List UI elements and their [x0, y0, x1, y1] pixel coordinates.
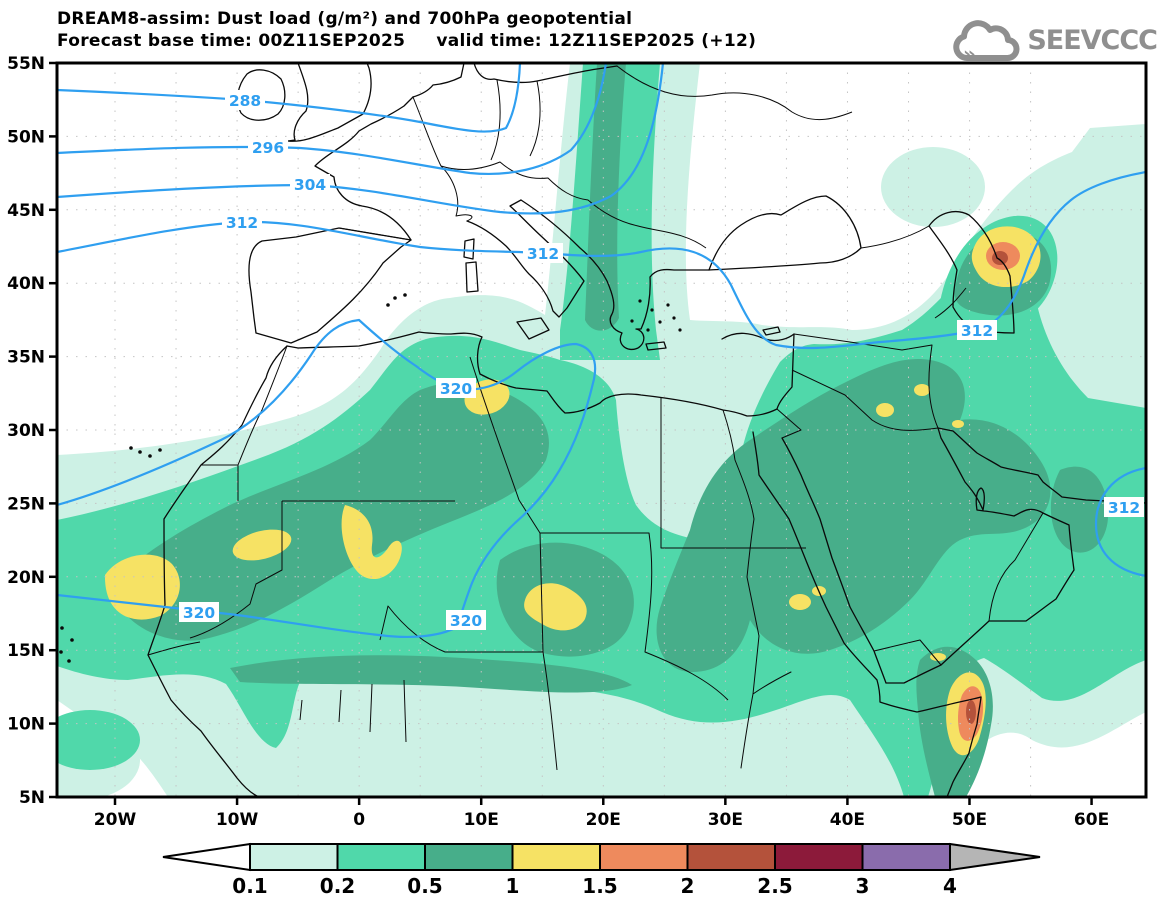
contour-labels: 288 296 304 312 312 312 312 320 320 320 [179, 90, 1144, 630]
lon-tick-label: 0 [353, 810, 365, 830]
contour-label-box [222, 212, 262, 232]
colorbar-tick-label: 1.5 [582, 874, 617, 898]
contour-label: 312 [527, 245, 559, 263]
colorbar-segment [861, 843, 951, 871]
contour-312 [57, 170, 1146, 350]
colorbar-tick-label: 2.5 [757, 874, 792, 898]
lon-tick-label: 10W [216, 810, 259, 830]
lat-tick-label: 55N [7, 54, 45, 74]
lat-tick-label: 10N [7, 715, 45, 735]
lat-tick-label: 35N [7, 348, 45, 368]
contour-label: 288 [229, 92, 261, 110]
colorbar-segment [599, 843, 689, 871]
colorbar-left-arrow [162, 842, 251, 872]
contour-label-box [248, 137, 288, 157]
latitude-axis: 55N 50N 45N 40N 35N 30N 25N 20N 15N 10N 5N [7, 54, 57, 808]
title-line-2: Forecast base time: 00Z11SEP2025 valid t… [57, 31, 757, 51]
contour-label: 304 [294, 176, 327, 194]
contour-label-box [523, 243, 563, 263]
lat-tick-label: 20N [7, 568, 45, 588]
lat-tick-label: 15N [7, 641, 45, 661]
cloud-icon: » [953, 20, 1020, 66]
lon-tick-label: 60E [1074, 810, 1109, 830]
dust-load-colorbar: 0.1 0.2 0.5 1 1.5 2 2.5 3 4 [162, 842, 1041, 898]
colorbar-segment [424, 843, 514, 871]
colorbar-segment [336, 843, 426, 871]
lat-tick-label: 40N [7, 274, 45, 294]
svg-text:»: » [963, 42, 976, 66]
lon-tick-label: 50E [952, 810, 987, 830]
lat-tick-label: 5N [19, 788, 45, 808]
contour-label: 312 [226, 214, 258, 232]
colorbar-tick-label: 2 [681, 874, 695, 898]
logo-text: SEEVCCC [1027, 24, 1158, 56]
contour-label: 320 [450, 612, 483, 630]
colorbar-tick-label: 0.1 [232, 874, 267, 898]
contour-label-box [290, 174, 330, 194]
contour-296 [57, 63, 608, 176]
lat-tick-label: 45N [7, 201, 45, 221]
contour-label: 296 [252, 139, 284, 157]
coastlines [147, 63, 1146, 797]
lon-tick-label: 20W [94, 810, 137, 830]
lon-tick-label: 20E [586, 810, 621, 830]
contour-312-loop [1094, 466, 1146, 578]
contour-320 [57, 318, 597, 639]
contour-label-box [436, 378, 476, 398]
colorbar-tick-label: 0.2 [320, 874, 355, 898]
contour-label-box [446, 610, 486, 630]
colorbar-tick-label: 4 [943, 874, 957, 898]
contour-304 [57, 63, 665, 215]
map-title: DREAM8-assim: Dust load (g/m²) and 700hP… [57, 8, 756, 52]
colorbar-tick-label: 1 [506, 874, 520, 898]
islands [59, 293, 682, 663]
contour-label-box [225, 90, 265, 110]
title-line-1: DREAM8-assim: Dust load (g/m²) and 700hP… [57, 9, 633, 29]
colorbar-tick-label: 0.5 [407, 874, 442, 898]
contour-label-box [1104, 497, 1144, 517]
colorbar-tick-label: 3 [856, 874, 870, 898]
geopotential-contours [57, 63, 1146, 639]
lat-tick-label: 30N [7, 421, 45, 441]
colorbar-segment [249, 843, 339, 871]
seevccc-logo: » SEEVCCC [947, 14, 1158, 66]
contour-label: 312 [1108, 499, 1140, 517]
map-content: 288 296 304 312 312 312 312 320 320 320 [57, 63, 1146, 797]
contour-label: 312 [961, 322, 993, 340]
contour-label-box [957, 320, 997, 340]
lon-tick-label: 10E [464, 810, 499, 830]
contour-label: 320 [440, 380, 473, 398]
longitude-axis: 20W 10W 0 10E 20E 30E 40E 50E 60E [94, 797, 1109, 830]
colorbar-segment [511, 843, 601, 871]
contour-label-box [179, 602, 219, 622]
contour-288 [57, 63, 522, 133]
contour-label: 320 [183, 604, 216, 622]
lat-tick-label: 50N [7, 127, 45, 147]
colorbar-right-arrow [949, 842, 1041, 872]
country-borders [147, 65, 1044, 771]
colorbar-segment [686, 843, 776, 871]
lat-tick-label: 25N [7, 494, 45, 514]
lon-tick-label: 30E [708, 810, 743, 830]
colorbar-segment [774, 843, 864, 871]
lon-tick-label: 40E [830, 810, 865, 830]
